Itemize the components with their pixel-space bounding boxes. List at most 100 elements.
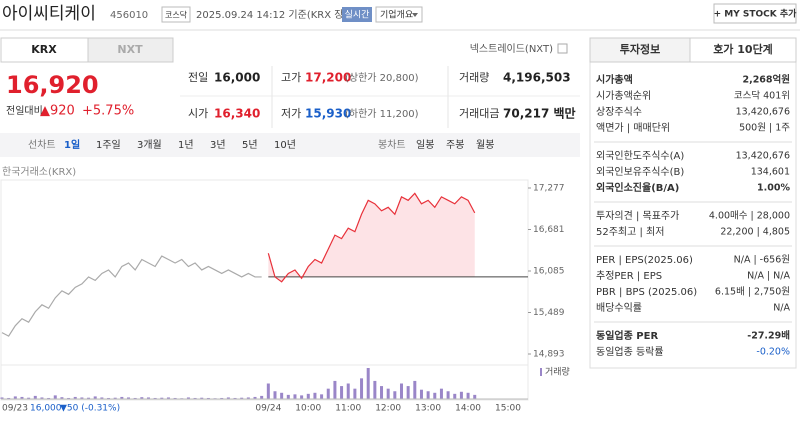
- info-value: 13,420,676: [736, 151, 790, 162]
- volume-bar: [306, 393, 310, 399]
- y-tick-label: 15,489: [533, 308, 565, 318]
- volume-bar: [266, 383, 270, 399]
- x-tick-label: 09/24: [255, 404, 281, 414]
- volume-bar: [200, 397, 204, 399]
- tab[interactable]: [0, 37, 89, 63]
- info-label: PBR | BPS (2025.06): [596, 287, 697, 298]
- info-value: -27.29배: [747, 330, 790, 342]
- dropdown-arrow: [412, 13, 418, 17]
- quote-value: 16,340: [214, 107, 260, 121]
- volume-bar: [280, 392, 284, 399]
- volume-bar: [166, 397, 170, 399]
- volume-bar: [419, 389, 423, 399]
- volume-bar: [326, 388, 330, 399]
- info-label: 동일업종 등락률: [596, 345, 664, 358]
- my-stock-label[interactable]: + MY STOCK 추가: [714, 8, 798, 20]
- x-tick-label: 15:00: [495, 404, 521, 414]
- change: ▲920: [40, 104, 75, 119]
- x-tick-label: 10:00: [295, 404, 321, 414]
- info-label: 시가총액: [596, 73, 633, 86]
- y-tick-label: 17,277: [533, 184, 565, 194]
- quote-label: 저가: [281, 107, 301, 120]
- volume-bar: [73, 396, 77, 399]
- quote-label: 시가: [188, 107, 208, 120]
- volume-bar: [346, 383, 350, 399]
- quote-label: 거래대금: [459, 107, 499, 120]
- tab-label[interactable]: NXT: [117, 43, 143, 56]
- x-tick-label: 12:00: [375, 404, 401, 414]
- info-label: 투자의견 | 목표주가: [596, 210, 679, 222]
- market-badge: [161, 6, 191, 23]
- tab-label[interactable]: KRX: [31, 43, 57, 56]
- volume-bar: [80, 397, 84, 399]
- volume-bar: [413, 380, 417, 399]
- y-tick-label: 16,681: [533, 225, 565, 235]
- volume-bar: [87, 397, 91, 399]
- volume-bar: [273, 391, 277, 399]
- y-tick-label: 14,893: [533, 350, 565, 360]
- period-tab[interactable]: 10년: [274, 139, 296, 151]
- volume-bar: [399, 383, 403, 399]
- quote-value: 4,196,503: [503, 71, 571, 85]
- period-tab[interactable]: 일봉: [416, 139, 434, 151]
- info-value: 500원 | 1주: [739, 123, 790, 134]
- company-menu-label[interactable]: 기업개요: [380, 10, 413, 21]
- volume-bar: [67, 397, 71, 399]
- info-label: 동일업종 PER: [596, 329, 658, 342]
- info-value: 1.00%: [757, 183, 790, 194]
- volume-bar: [33, 395, 37, 399]
- volume-bar: [373, 380, 377, 399]
- quote-label: 전일: [188, 70, 208, 84]
- info-label: 외국인한도주식수(A): [596, 150, 684, 162]
- volume-bar: [253, 396, 257, 399]
- tab-label[interactable]: 투자정보: [620, 42, 660, 56]
- period-tab[interactable]: 월봉: [476, 139, 494, 151]
- info-value: 6.15배 | 2,750원: [715, 287, 790, 298]
- period-tab[interactable]: 3개월: [137, 139, 162, 151]
- quote-label: 거래량: [459, 71, 489, 84]
- period-tab[interactable]: 5년: [242, 139, 258, 151]
- volume-bar: [406, 386, 410, 399]
- volume-bar: [473, 394, 477, 399]
- prev-change: ▼50 (-0.31%): [60, 404, 120, 414]
- tab[interactable]: [689, 37, 797, 63]
- info-label: 외국인소진율(B/A): [596, 181, 679, 194]
- info-label: 추정PER | EPS: [596, 270, 662, 282]
- period-tab[interactable]: 주봉: [446, 139, 464, 151]
- tab-label[interactable]: 호가 10단계: [713, 42, 773, 56]
- volume-bar: [93, 396, 97, 399]
- volume-bar: [313, 392, 317, 399]
- quote-note: (상한가 20,800): [345, 72, 419, 84]
- volume-bar: [47, 397, 51, 399]
- volume-bar: [100, 397, 104, 399]
- nxt-link[interactable]: 넥스트레이드(NXT): [470, 43, 553, 55]
- quote-label: 고가: [281, 71, 301, 84]
- volume-bar: [340, 386, 344, 399]
- my-stock-button[interactable]: [713, 3, 797, 24]
- volume-bar: [353, 388, 357, 399]
- price-line: [267, 192, 476, 283]
- volume-bar: [426, 391, 430, 399]
- change-label: 전일대비: [6, 105, 43, 117]
- x-tick-label: 14:00: [455, 404, 481, 414]
- volume-bar: [40, 397, 44, 399]
- company-menu[interactable]: [375, 6, 423, 23]
- period-tab[interactable]: 1일: [64, 138, 80, 151]
- volume-bar: [240, 397, 244, 399]
- volume-bar: [146, 397, 150, 399]
- volume-bar: [226, 397, 230, 399]
- info-value: N/A | N/A: [747, 271, 790, 282]
- volume-bar: [13, 396, 17, 399]
- period-tab[interactable]: 1주일: [96, 139, 121, 151]
- volume-bar: [433, 392, 437, 399]
- tab[interactable]: [87, 37, 174, 63]
- stock-title: 아이씨티케이: [2, 4, 96, 24]
- period-tab[interactable]: 3년: [210, 139, 226, 151]
- volume-bar: [53, 395, 57, 399]
- info-label: 액면가 | 매매단위: [596, 121, 670, 134]
- volume-bar: [360, 378, 364, 399]
- help-icon: [557, 43, 568, 54]
- period-tab[interactable]: 1년: [178, 139, 194, 151]
- volume-bar: [393, 391, 397, 399]
- volume-bar: [366, 368, 370, 399]
